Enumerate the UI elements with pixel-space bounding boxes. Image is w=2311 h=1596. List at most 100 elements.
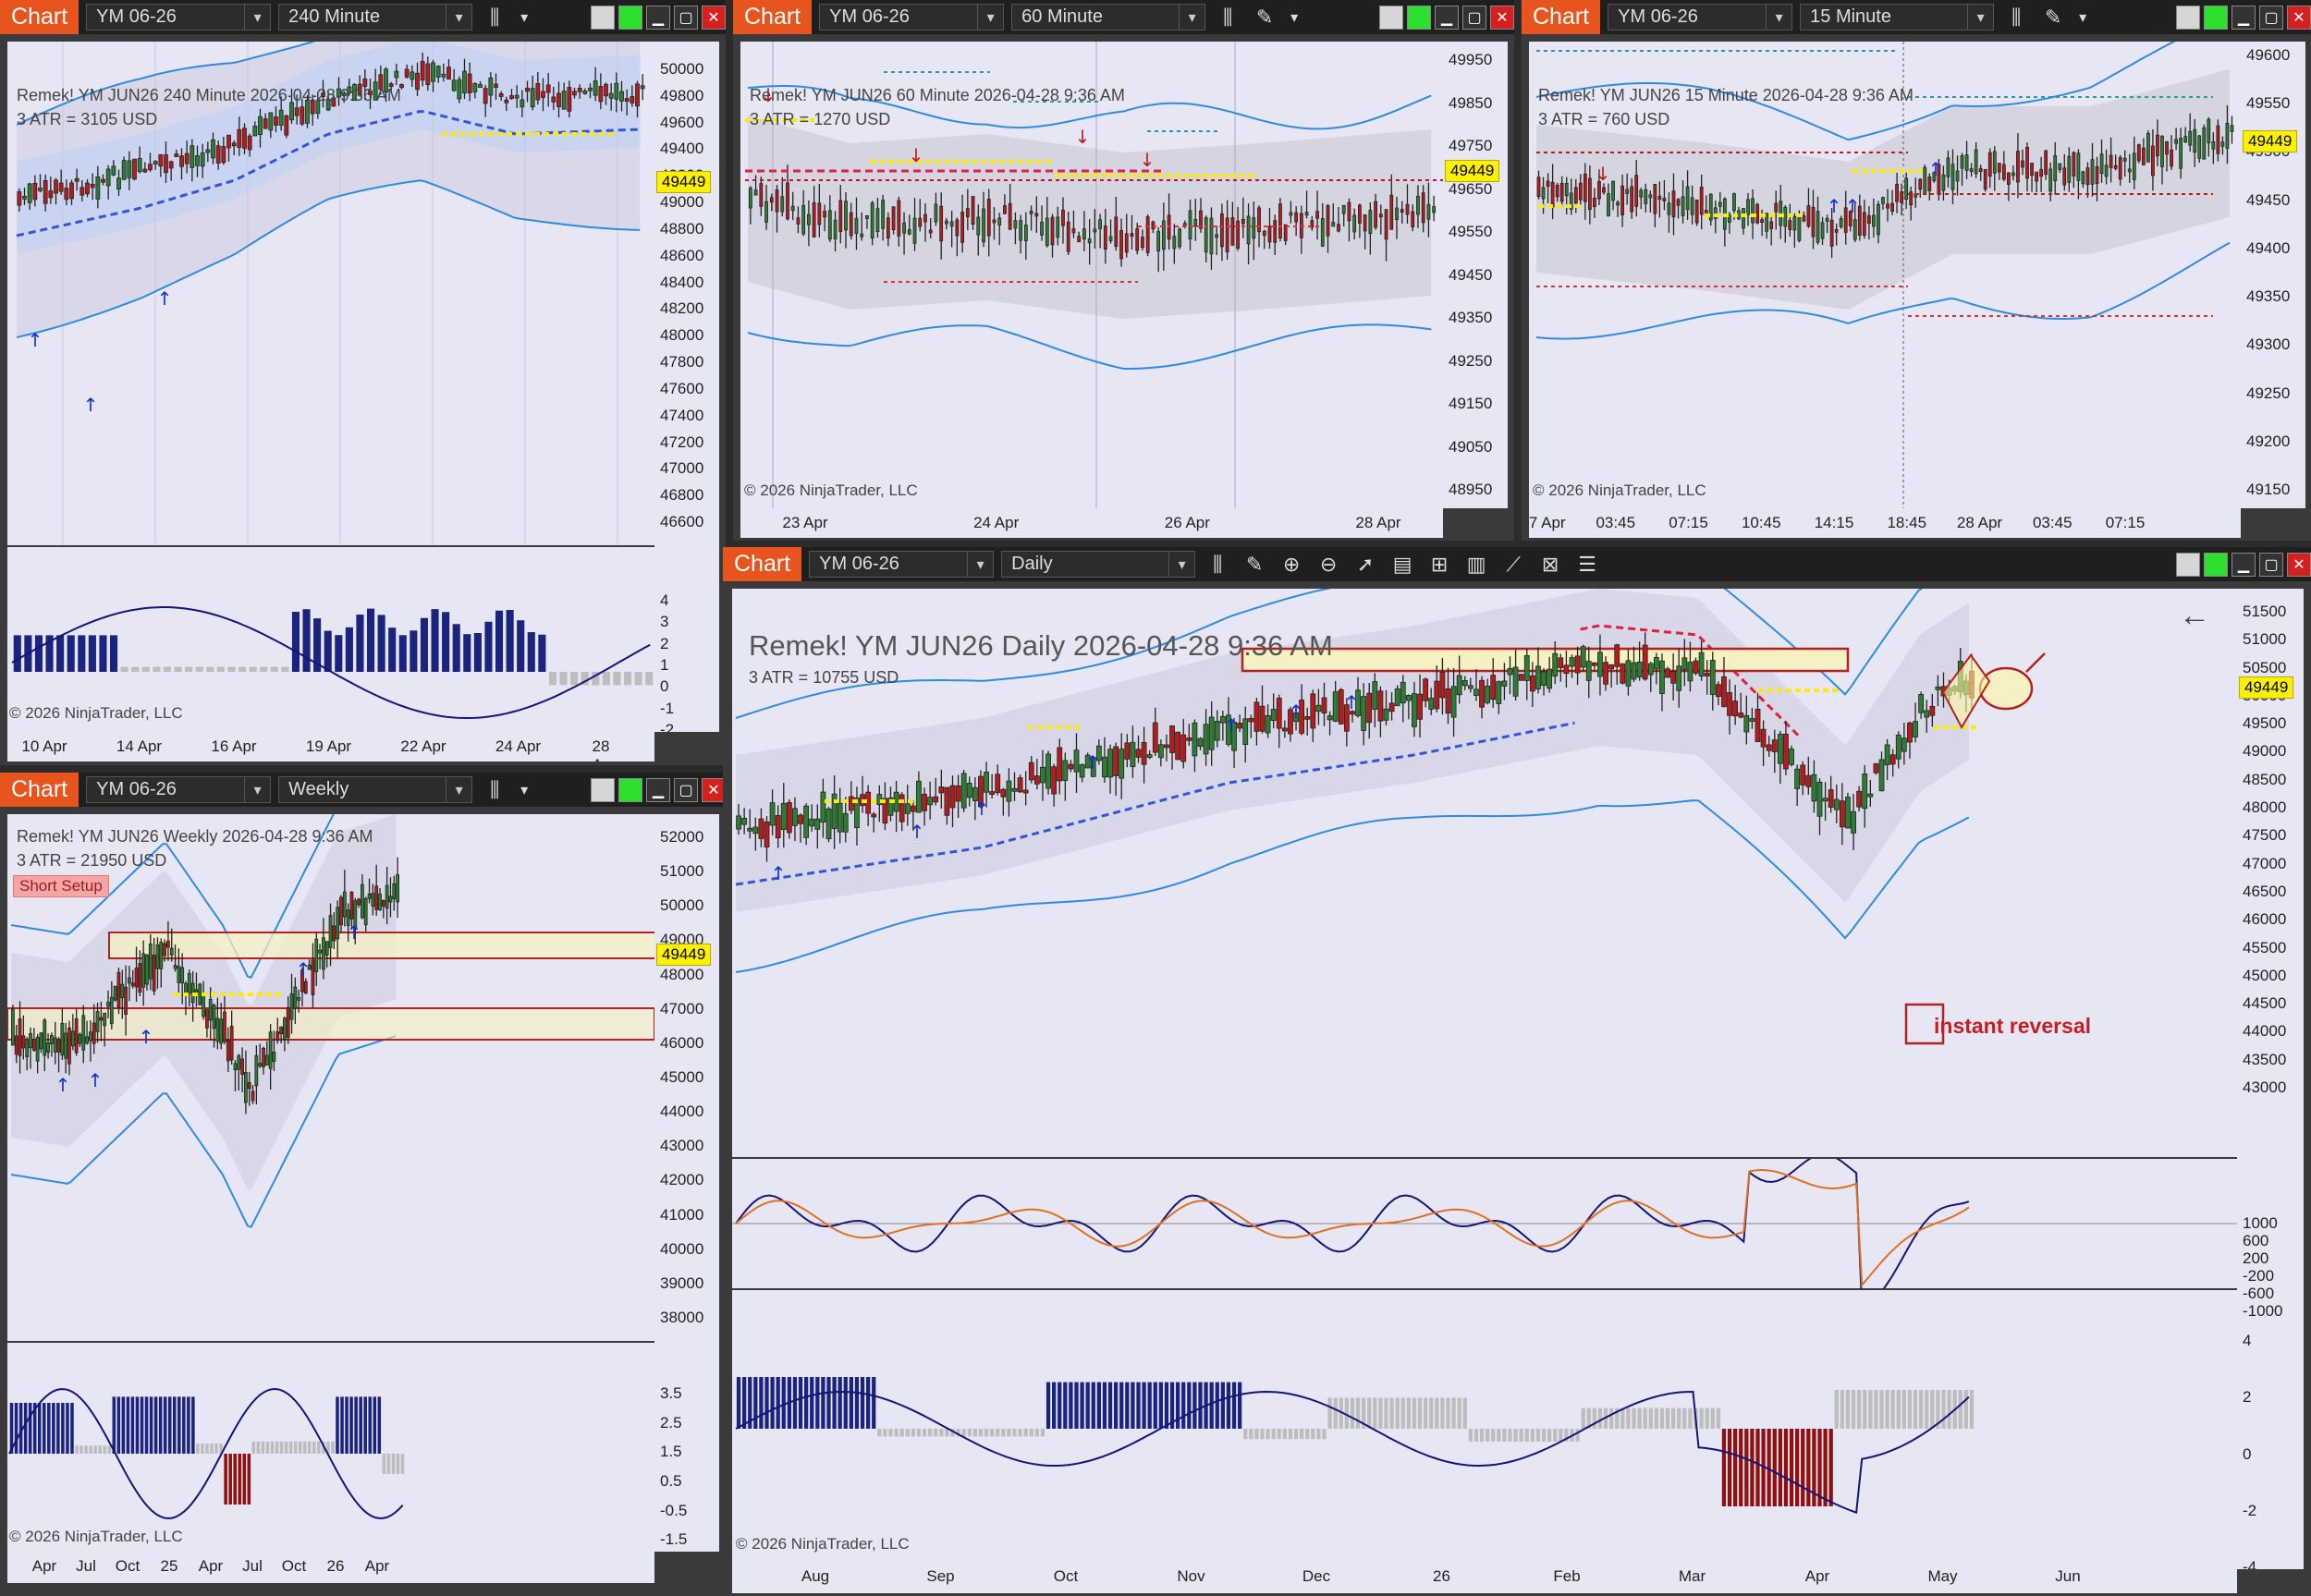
- histogram-bar: [1192, 1382, 1197, 1429]
- link-color-icon[interactable]: [618, 777, 642, 802]
- instrument-selector[interactable]: YM 06-26 ▾: [809, 551, 995, 578]
- bar-style-icon[interactable]: ⫼: [2011, 5, 2022, 29]
- price-pane[interactable]: ↓ ↓ ↓ ↓ Remek! YM JUN26 60 Minute 2026-04-2…: [740, 42, 1443, 508]
- minimize-button[interactable]: ▁: [2232, 552, 2256, 577]
- link-color-icon[interactable]: [2204, 552, 2228, 577]
- maximize-button[interactable]: ▢: [1462, 5, 1486, 30]
- close-button[interactable]: ✕: [702, 5, 726, 30]
- chevron-down-icon[interactable]: ▾: [1967, 5, 1993, 30]
- price-axis[interactable]: 5150051000505005000049500490004850048000…: [2237, 589, 2304, 1569]
- indicator-pane[interactable]: © 2026 NinjaTrader, LLC: [732, 1290, 2237, 1569]
- time-axis[interactable]: 27 Apr 03:45 07:15 10:45 14:15 18:45 28 Apr 03:…: [1529, 508, 2241, 538]
- minimize-button[interactable]: ▁: [646, 5, 670, 30]
- properties-icon[interactable]: ⊠: [1541, 552, 1559, 576]
- bar-style-icon[interactable]: ⫼: [1223, 5, 1233, 29]
- maximize-button[interactable]: ▢: [2259, 5, 2283, 30]
- price-pane[interactable]: ↑ ↑ ↑ ↑ ↑ Remek! YM JUN26 Weekly 2026-04-28 …: [7, 814, 654, 1341]
- link-color-icon[interactable]: [618, 5, 642, 30]
- close-button[interactable]: ✕: [2287, 552, 2311, 577]
- time-axis[interactable]: Aug Sep Oct Nov Dec 26 Feb Mar Apr May Jun: [732, 1562, 2237, 1593]
- histogram-bar: [1400, 1397, 1405, 1429]
- chevron-down-icon[interactable]: ▾: [244, 777, 270, 802]
- chevron-down-icon[interactable]: ▾: [2079, 9, 2087, 26]
- drawing-tool-icon[interactable]: ✎: [1255, 5, 1274, 29]
- interval-selector[interactable]: 15 Minute ▾: [1800, 4, 1995, 30]
- strategies-icon[interactable]: ▥: [1466, 552, 1486, 576]
- bar-style-icon[interactable]: ⫼: [490, 777, 500, 801]
- chevron-down-icon[interactable]: ▾: [446, 777, 471, 802]
- chevron-down-icon[interactable]: ▾: [520, 9, 529, 26]
- last-price-marker: 49449: [2243, 130, 2298, 152]
- chart-trader-icon[interactable]: ⊞: [1430, 552, 1449, 576]
- link-icon[interactable]: [2176, 5, 2200, 30]
- interval-selector[interactable]: Daily ▾: [1001, 551, 1196, 578]
- indicator-pane[interactable]: © 2026 NinjaTrader, LLC: [7, 547, 654, 732]
- indicators-icon[interactable]: ⟋: [1506, 552, 1521, 576]
- chevron-down-icon[interactable]: ▾: [1766, 5, 1791, 30]
- chart-tab[interactable]: Chart: [723, 547, 802, 581]
- histogram-bar: [331, 1441, 335, 1454]
- candle-body: [1445, 688, 1451, 714]
- bar-style-icon[interactable]: ⫼: [1213, 552, 1223, 576]
- price-pane[interactable]: ↑ ↑ ↑ ↑ ↑ ↑ ↑ Remek! YM JUN26 Daily 2026-04-28…: [732, 589, 2237, 1157]
- minimize-button[interactable]: ▁: [1435, 5, 1459, 30]
- time-axis[interactable]: 23 Apr 24 Apr 26 Apr 28 Apr: [740, 508, 1443, 538]
- link-color-icon[interactable]: [1407, 5, 1431, 30]
- data-box-icon[interactable]: ▤: [1392, 552, 1412, 576]
- instrument-selector[interactable]: YM 06-26 ▾: [86, 776, 272, 803]
- minimize-button[interactable]: ▁: [646, 777, 670, 802]
- candle-body: [798, 814, 803, 824]
- objects-list-icon[interactable]: ☰: [1578, 552, 1596, 576]
- candle-body: [1644, 189, 1648, 204]
- link-icon[interactable]: [1379, 5, 1403, 30]
- chevron-down-icon[interactable]: ▾: [1290, 9, 1299, 26]
- close-button[interactable]: ✕: [2287, 5, 2311, 30]
- drawing-tool-icon[interactable]: ✎: [1245, 552, 1264, 576]
- chevron-down-icon[interactable]: ▾: [244, 5, 270, 30]
- chart-tab[interactable]: Chart: [0, 0, 79, 34]
- chart-tab[interactable]: Chart: [1522, 0, 1601, 34]
- price-axis[interactable]: 49950 49850 49750 49650 49550 49450 49350 49250…: [1443, 42, 1508, 508]
- link-icon[interactable]: [591, 777, 615, 802]
- interval-selector[interactable]: 240 Minute ▾: [278, 4, 473, 30]
- link-icon[interactable]: [2176, 552, 2200, 577]
- zoom-out-icon[interactable]: ⊖: [1319, 552, 1338, 576]
- interval-selector[interactable]: 60 Minute ▾: [1011, 4, 1206, 30]
- instrument-selector[interactable]: YM 06-26 ▾: [819, 4, 1005, 30]
- interval-selector[interactable]: Weekly ▾: [278, 776, 473, 803]
- chevron-down-icon[interactable]: ▾: [1168, 552, 1194, 577]
- candle-body: [116, 971, 121, 1008]
- instrument-selector[interactable]: YM 06-26 ▾: [1608, 4, 1793, 30]
- drawing-tool-icon[interactable]: ✎: [2044, 5, 2062, 29]
- close-button[interactable]: ✕: [1490, 5, 1514, 30]
- chevron-down-icon[interactable]: ▾: [520, 782, 529, 798]
- link-icon[interactable]: [591, 5, 615, 30]
- bar-style-icon[interactable]: ⫼: [490, 5, 500, 29]
- price-axis[interactable]: 4960049550495004945049400493504930049250…: [2241, 42, 2305, 508]
- maximize-button[interactable]: ▢: [2259, 552, 2283, 577]
- price-axis[interactable]: 52000 51000 50000 49000 48000 47000 46000 45000…: [654, 814, 719, 1552]
- link-color-icon[interactable]: [2204, 5, 2228, 30]
- pointer-icon[interactable]: ➚: [1356, 552, 1375, 576]
- indicator-pane[interactable]: © 2026 NinjaTrader, LLC: [7, 1343, 654, 1552]
- oscillator-pane[interactable]: [732, 1159, 2237, 1288]
- chart-tab[interactable]: Chart: [733, 0, 813, 34]
- maximize-button[interactable]: ▢: [674, 5, 698, 30]
- chevron-down-icon[interactable]: ▾: [967, 552, 993, 577]
- zoom-in-icon[interactable]: ⊕: [1282, 552, 1301, 576]
- chevron-down-icon[interactable]: ▾: [977, 5, 1003, 30]
- maximize-button[interactable]: ▢: [674, 777, 698, 802]
- chevron-down-icon[interactable]: ▾: [1179, 5, 1204, 30]
- candle-body: [854, 217, 859, 235]
- price-pane[interactable]: ↓ ↑ ↑ ↑ Remek! YM JUN26 15 Minute 2026-04-2…: [1529, 42, 2241, 508]
- back-arrow-icon[interactable]: ←: [2179, 598, 2210, 633]
- time-axis[interactable]: Apr Jul Oct 25 Apr Jul Oct 26 Apr: [7, 1552, 654, 1583]
- time-axis[interactable]: 10 Apr 14 Apr 16 Apr 19 Apr 22 Apr 24 Apr 28 A…: [7, 732, 654, 761]
- candle-body: [1388, 702, 1395, 713]
- price-pane[interactable]: ↑ ↑ ↑ Remek! YM JUN26 240 Minute 2026-04-2…: [7, 42, 654, 545]
- chevron-down-icon[interactable]: ▾: [446, 5, 471, 30]
- instrument-selector[interactable]: YM 06-26 ▾: [86, 4, 272, 30]
- price-axis[interactable]: 5000049800496004940049200490004880048600…: [654, 42, 719, 732]
- chart-tab[interactable]: Chart: [0, 773, 79, 807]
- minimize-button[interactable]: ▁: [2232, 5, 2256, 30]
